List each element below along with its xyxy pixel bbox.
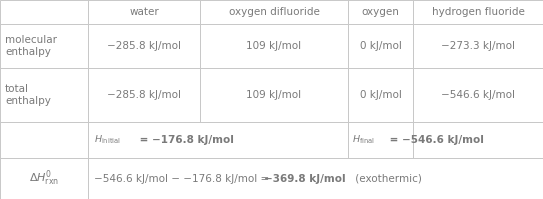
Bar	[88, 0, 200, 24]
Text: total
enthalpy: total enthalpy	[5, 84, 51, 106]
Text: hydrogen fluoride: hydrogen fluoride	[432, 7, 525, 17]
Bar	[200, 24, 348, 68]
Text: oxygen difluoride: oxygen difluoride	[229, 7, 319, 17]
Bar	[0, 24, 88, 68]
Bar	[413, 122, 543, 158]
Text: −285.8 kJ/mol: −285.8 kJ/mol	[107, 90, 181, 100]
Bar	[88, 122, 348, 158]
Text: −546.6 kJ/mol − −176.8 kJ/mol =: −546.6 kJ/mol − −176.8 kJ/mol =	[94, 174, 273, 183]
Text: 0 kJ/mol: 0 kJ/mol	[359, 41, 401, 51]
Bar	[348, 0, 413, 24]
Text: −546.6 kJ/mol: −546.6 kJ/mol	[441, 90, 515, 100]
Bar	[200, 68, 348, 122]
Bar	[0, 122, 88, 158]
Text: 0 kJ/mol: 0 kJ/mol	[359, 90, 401, 100]
Text: (exothermic): (exothermic)	[352, 174, 422, 183]
Text: $\Delta H^0_{\mathregular{rxn}}$: $\Delta H^0_{\mathregular{rxn}}$	[29, 169, 59, 188]
Text: molecular
enthalpy: molecular enthalpy	[5, 35, 57, 57]
Bar	[88, 68, 200, 122]
Text: 109 kJ/mol: 109 kJ/mol	[247, 41, 301, 51]
Text: −285.8 kJ/mol: −285.8 kJ/mol	[107, 41, 181, 51]
Text: = −176.8 kJ/mol: = −176.8 kJ/mol	[136, 135, 234, 145]
Text: 109 kJ/mol: 109 kJ/mol	[247, 90, 301, 100]
Bar	[348, 122, 413, 158]
Bar	[348, 68, 413, 122]
Text: −273.3 kJ/mol: −273.3 kJ/mol	[441, 41, 515, 51]
Text: $\mathit{H}_{\mathregular{initial}}$: $\mathit{H}_{\mathregular{initial}}$	[94, 134, 121, 146]
Text: −369.8 kJ/mol: −369.8 kJ/mol	[264, 174, 346, 183]
Bar	[413, 24, 543, 68]
Text: water: water	[129, 7, 159, 17]
Text: oxygen: oxygen	[362, 7, 400, 17]
Bar	[0, 68, 88, 122]
Text: = −546.6 kJ/mol: = −546.6 kJ/mol	[386, 135, 484, 145]
Text: $\mathit{H}_{\mathregular{final}}$: $\mathit{H}_{\mathregular{final}}$	[352, 134, 375, 146]
Bar	[0, 0, 88, 24]
Bar	[413, 0, 543, 24]
Bar	[200, 0, 348, 24]
Bar	[88, 158, 543, 199]
Bar	[88, 24, 200, 68]
Bar	[0, 158, 88, 199]
Bar	[348, 24, 413, 68]
Bar	[413, 68, 543, 122]
